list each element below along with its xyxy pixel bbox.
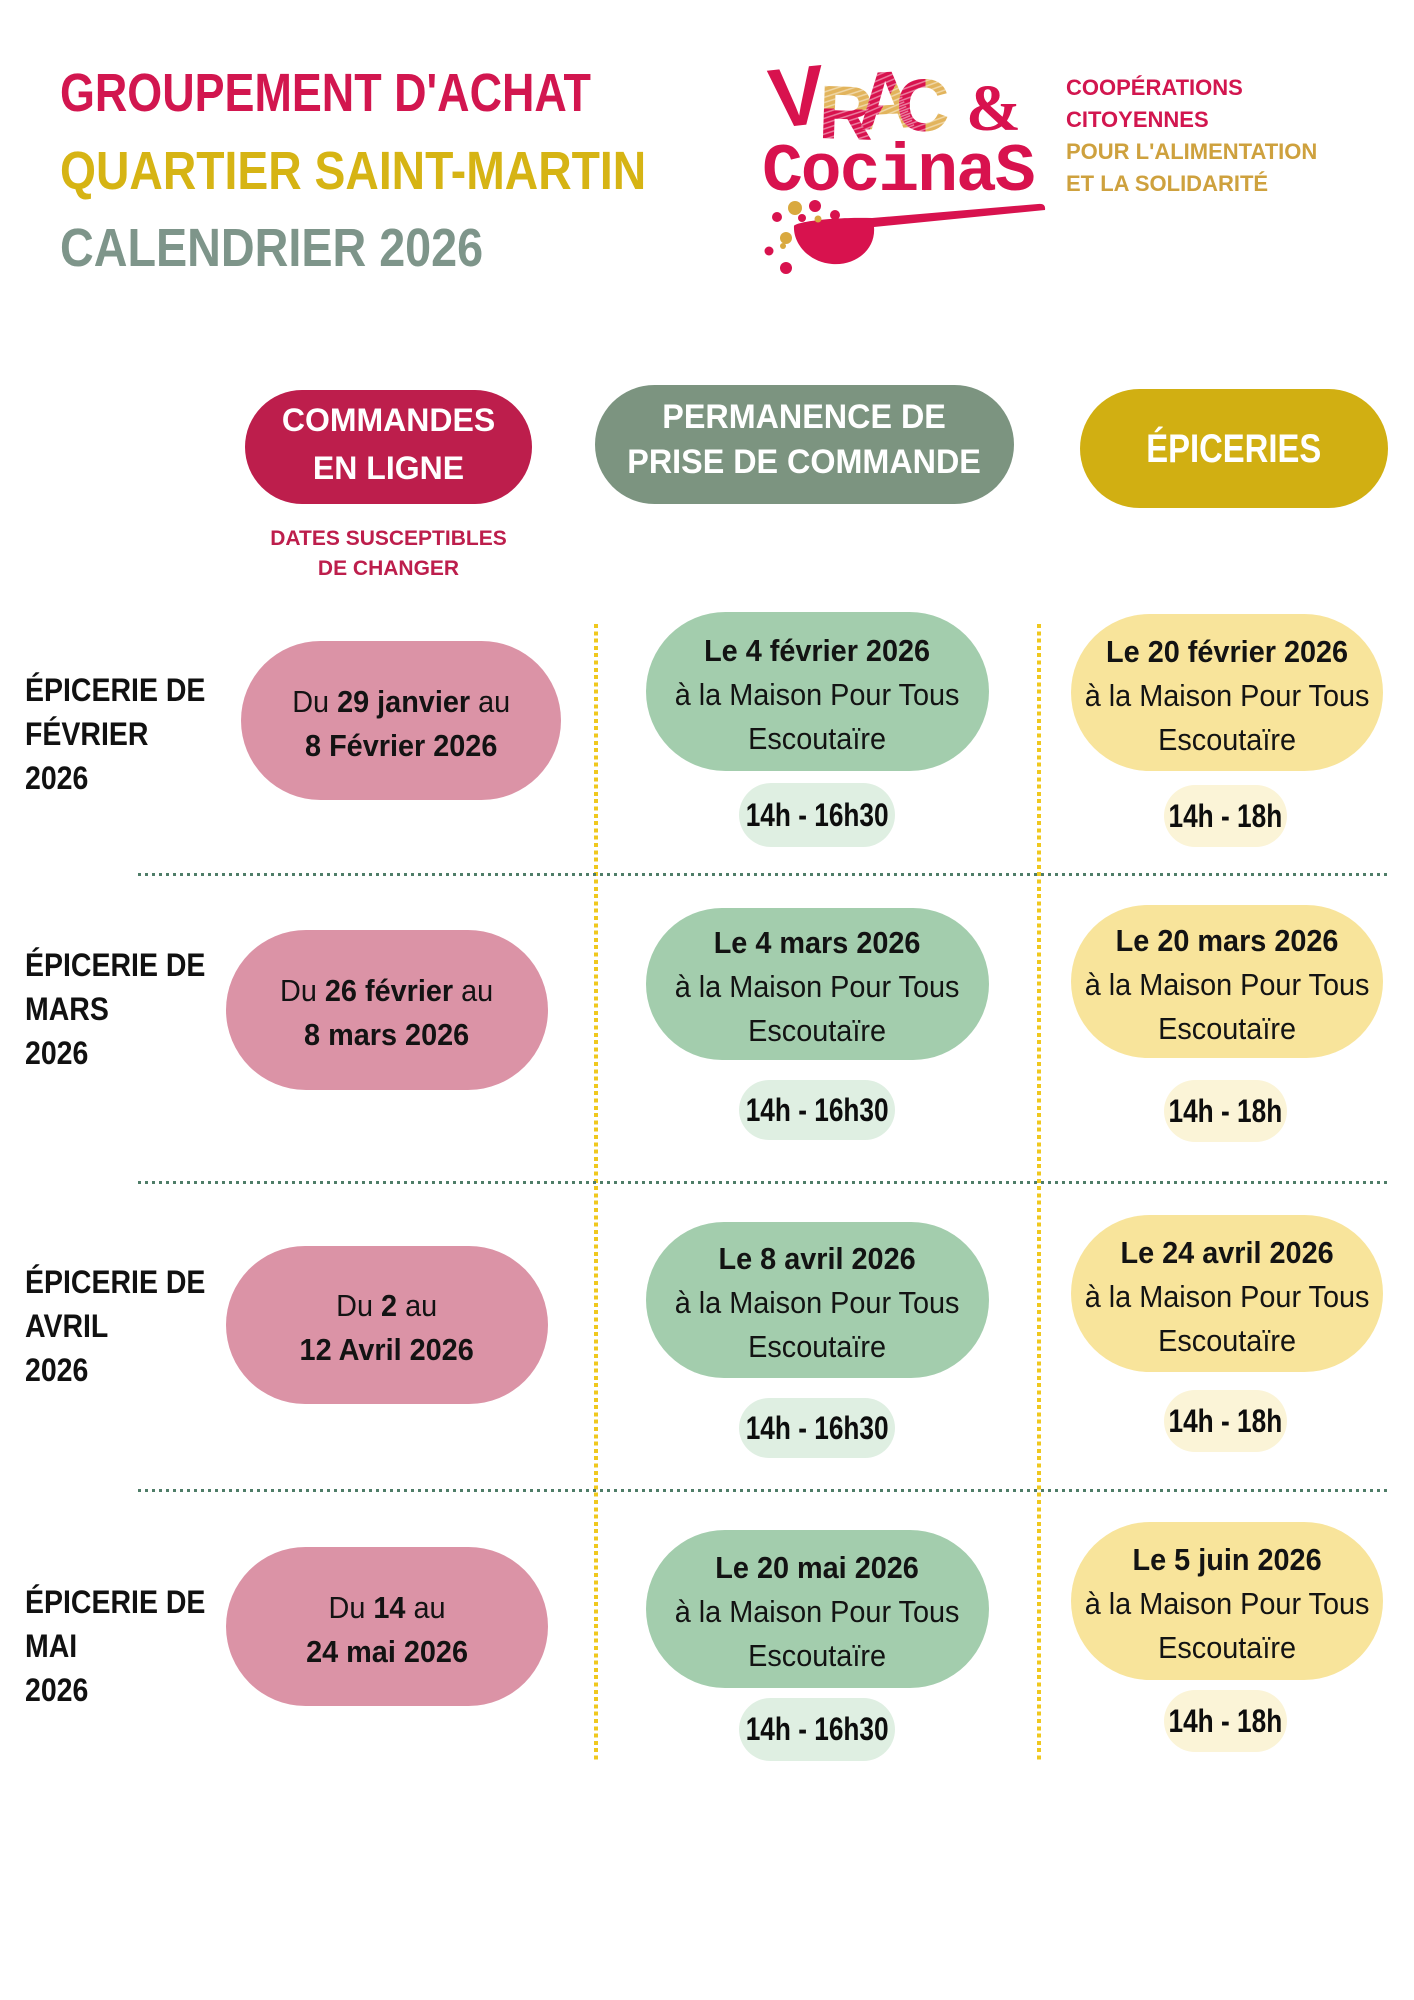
svg-text:&: &: [966, 72, 1021, 145]
svg-text:C: C: [896, 64, 949, 147]
svg-text:V: V: [764, 50, 830, 146]
svg-text:C: C: [896, 64, 949, 147]
svg-text:A: A: [854, 54, 918, 148]
svg-text:R: R: [817, 70, 875, 157]
svg-text:R: R: [817, 70, 875, 157]
svg-text:A: A: [854, 54, 918, 148]
svg-text:CocinaS: CocinaS: [762, 134, 1034, 211]
